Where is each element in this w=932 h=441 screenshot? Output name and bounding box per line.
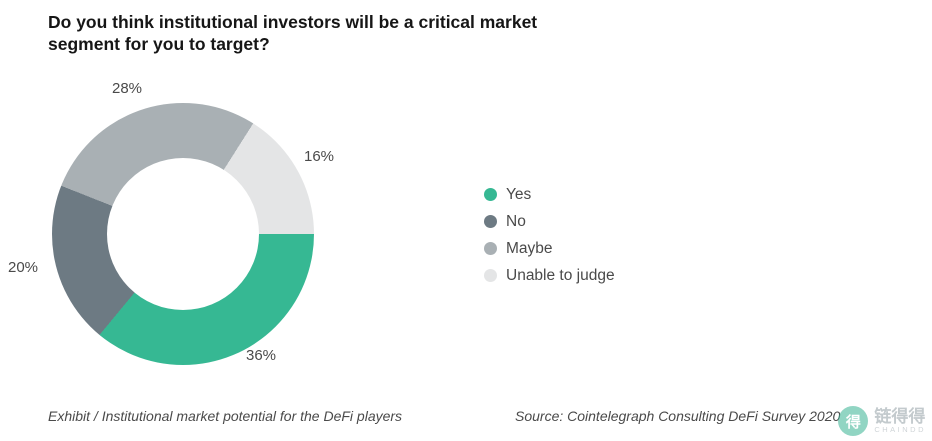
legend-label-unable: Unable to judge [506,266,615,284]
donut-hole [107,158,259,310]
watermark-name-cn: 链得得 [874,407,926,427]
chart-title: Do you think institutional investors wil… [48,12,538,55]
legend-dot-maybe [484,242,497,255]
slice-label-no: 20% [8,259,39,276]
watermark: 得 链得得 CHAINDD [838,406,926,436]
legend-label-no: No [506,212,526,230]
legend: Yes No Maybe Unable to judge [484,181,615,289]
donut-chart [52,103,314,365]
source-caption: Source: Cointelegraph Consulting DeFi Su… [515,408,841,424]
exhibit-caption: Exhibit / Institutional market potential… [48,408,403,424]
watermark-name-en: CHAINDD [874,424,926,434]
legend-item-unable: Unable to judge [484,262,615,289]
legend-label-yes: Yes [506,185,532,203]
legend-label-maybe: Maybe [506,239,553,257]
slice-label-yes: 36% [246,347,277,364]
slice-label-unable: 16% [304,148,335,165]
legend-dot-yes [484,188,497,201]
legend-item-no: No [484,208,615,235]
legend-dot-no [484,215,497,228]
watermark-text: 链得得 CHAINDD [874,408,926,434]
legend-item-maybe: Maybe [484,235,615,262]
legend-dot-unable [484,269,497,282]
watermark-logo-icon: 得 [838,406,869,436]
slice-label-maybe: 28% [112,80,143,97]
legend-item-yes: Yes [484,181,615,208]
